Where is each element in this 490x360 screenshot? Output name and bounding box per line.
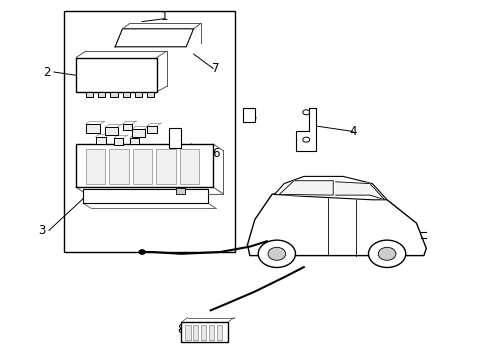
Bar [176, 188, 185, 194]
Polygon shape [115, 29, 194, 47]
Bar [147, 126, 157, 133]
Bar [76, 144, 213, 187]
Circle shape [303, 110, 310, 115]
Text: 6: 6 [212, 147, 220, 159]
Bar [86, 149, 105, 184]
Bar [132, 129, 145, 137]
Polygon shape [279, 181, 333, 195]
Polygon shape [274, 176, 387, 200]
Bar [109, 149, 129, 184]
Bar [98, 92, 105, 97]
Bar [105, 127, 118, 135]
Bar [180, 149, 199, 184]
Text: 5: 5 [248, 111, 256, 123]
Bar [169, 128, 181, 148]
Circle shape [303, 137, 310, 142]
Bar [133, 149, 152, 184]
Bar [86, 124, 100, 133]
Bar [64, 11, 235, 252]
Text: 7: 7 [212, 62, 220, 75]
Bar [122, 124, 132, 130]
Bar [96, 137, 106, 144]
Circle shape [268, 247, 286, 260]
Text: 8: 8 [177, 323, 185, 336]
Text: 3: 3 [38, 224, 46, 237]
Bar [156, 149, 176, 184]
Bar [243, 108, 255, 122]
Circle shape [368, 240, 406, 267]
Bar [147, 92, 154, 97]
Bar [83, 189, 208, 203]
Polygon shape [296, 108, 316, 151]
Bar [185, 325, 191, 340]
Bar [193, 325, 198, 340]
Bar [110, 92, 118, 97]
Polygon shape [247, 187, 426, 256]
Bar [217, 325, 222, 340]
Text: 4: 4 [349, 125, 357, 138]
Circle shape [139, 250, 145, 254]
Bar [76, 58, 157, 92]
Bar [209, 325, 214, 340]
Text: 1: 1 [160, 10, 168, 23]
Circle shape [258, 240, 295, 267]
Bar [181, 322, 228, 342]
Text: 2: 2 [43, 66, 50, 78]
Bar [86, 92, 93, 97]
Polygon shape [336, 182, 385, 200]
Bar [201, 325, 206, 340]
Bar [122, 92, 130, 97]
Bar [130, 138, 139, 144]
Circle shape [378, 247, 396, 260]
Bar [135, 92, 142, 97]
Bar [114, 138, 123, 145]
